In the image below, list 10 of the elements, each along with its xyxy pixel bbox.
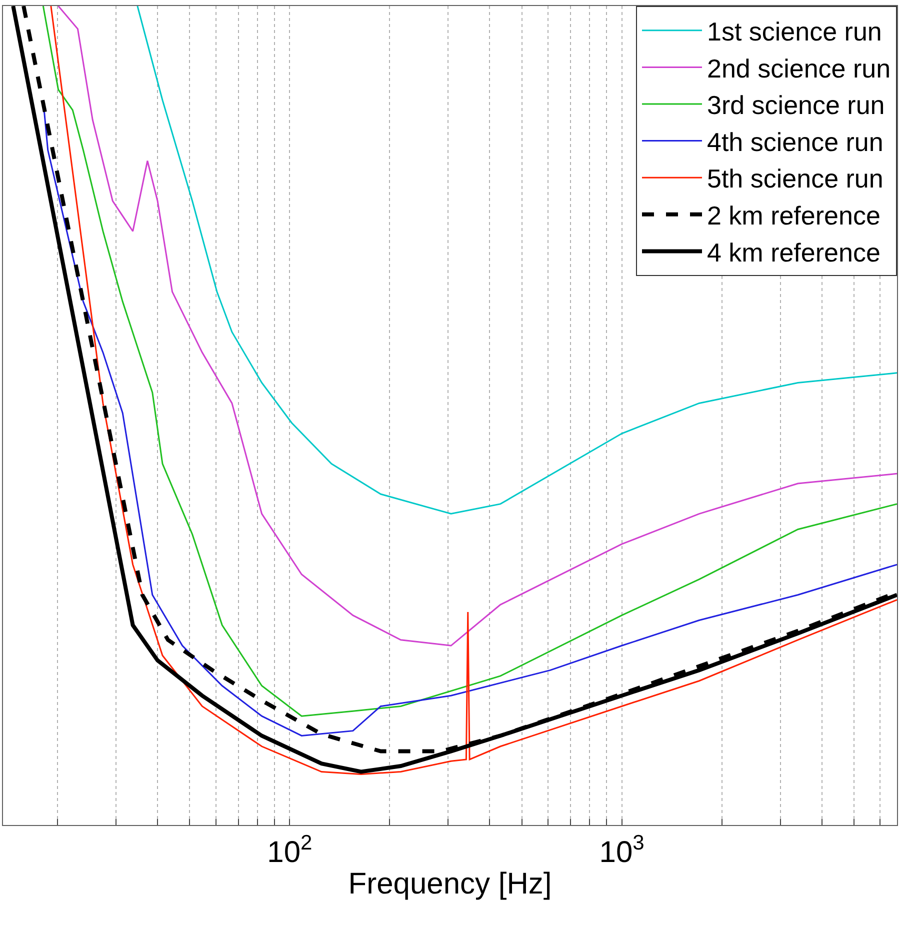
legend-label: 1st science run: [707, 16, 882, 47]
x-tick-label: 10$^{2}$: [267, 831, 312, 869]
legend-label: 2nd science run: [707, 53, 891, 84]
legend-label: 2 km reference: [707, 200, 880, 231]
x-tick-label: 10$^{3}$: [599, 831, 644, 869]
legend-label: 4 km reference: [707, 237, 880, 268]
x-axis-title: Frequency [Hz]: [348, 868, 552, 900]
legend-label: 4th science run: [707, 126, 884, 157]
legend-label: 5th science run: [707, 164, 884, 194]
legend-label: 3rd science run: [707, 90, 885, 120]
